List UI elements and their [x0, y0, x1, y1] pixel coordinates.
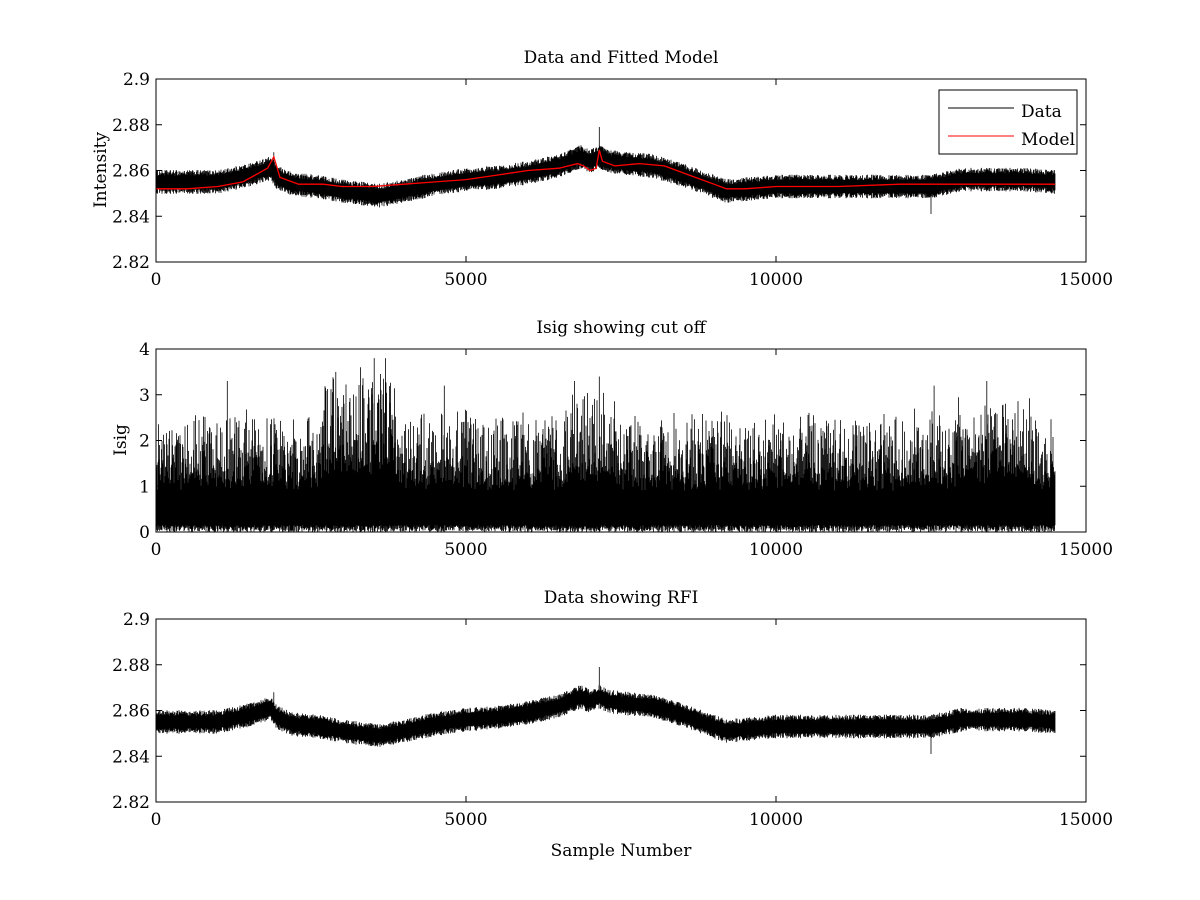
panel-data-and-model: Data and Fitted Model Intensity 0 5000 100…: [91, 48, 1113, 290]
y-tick-label: 3: [139, 386, 150, 406]
y-tick-label: 2.82: [112, 253, 150, 273]
plot-area: 0 5000 10000 15000 0 1 2 3 4: [139, 340, 1113, 560]
x-tick-label: 10000: [749, 270, 803, 290]
x-tick-label: 5000: [444, 270, 487, 290]
x-tick-label: 5000: [444, 540, 487, 560]
legend: Data Model: [938, 89, 1078, 155]
y-axis-label: Intensity: [91, 132, 111, 208]
y-tick-label: 2.86: [112, 162, 150, 182]
series-model: [156, 149, 1055, 190]
panel-isig: Isig showing cut off Isig 0 5000 10000 1500…: [111, 318, 1113, 560]
x-tick-label: 0: [151, 270, 162, 290]
y-tick-label: 2.88: [112, 116, 150, 136]
x-tick-label: 0: [151, 810, 162, 830]
x-tick-label: 10000: [749, 810, 803, 830]
y-tick-label: 2.86: [112, 702, 150, 722]
y-tick-label: 1: [139, 477, 150, 497]
x-tick-label: 15000: [1059, 540, 1113, 560]
x-tick-label: 5000: [444, 810, 487, 830]
y-tick-label: 2.82: [112, 793, 150, 813]
x-tick-label: 15000: [1059, 270, 1113, 290]
y-tick-label: 4: [139, 340, 150, 360]
panel-rfi: Data showing RFI Sample Number 0 5000 1000…: [112, 588, 1113, 861]
panel-title: Data and Fitted Model: [524, 48, 719, 68]
plot-area: 0 5000 10000 15000 2.82 2.84 2.86 2.88 2.9: [112, 610, 1113, 830]
x-axis-label: Sample Number: [551, 841, 693, 861]
y-tick-label: 2.9: [123, 610, 150, 630]
plot-area: 0 5000 10000 15000 2.82 2.84 2.86 2.88 2.9: [112, 70, 1113, 290]
x-tick-label: 0: [151, 540, 162, 560]
legend-box: [938, 89, 1078, 155]
panel-title: Data showing RFI: [544, 588, 699, 608]
y-tick-label: 2: [139, 432, 150, 452]
x-tick-label: 10000: [749, 540, 803, 560]
panel-title: Isig showing cut off: [536, 318, 707, 338]
y-tick-label: 2.9: [123, 70, 150, 90]
y-tick-label: 2.84: [112, 207, 150, 227]
legend-label-data: Data: [1021, 102, 1062, 122]
y-axis-label: Isig: [111, 424, 131, 456]
y-tick-label: 2.88: [112, 656, 150, 676]
y-tick-label: 2.84: [112, 747, 150, 767]
legend-label-model: Model: [1021, 130, 1075, 150]
y-tick-label: 0: [139, 523, 150, 543]
x-tick-label: 15000: [1059, 810, 1113, 830]
